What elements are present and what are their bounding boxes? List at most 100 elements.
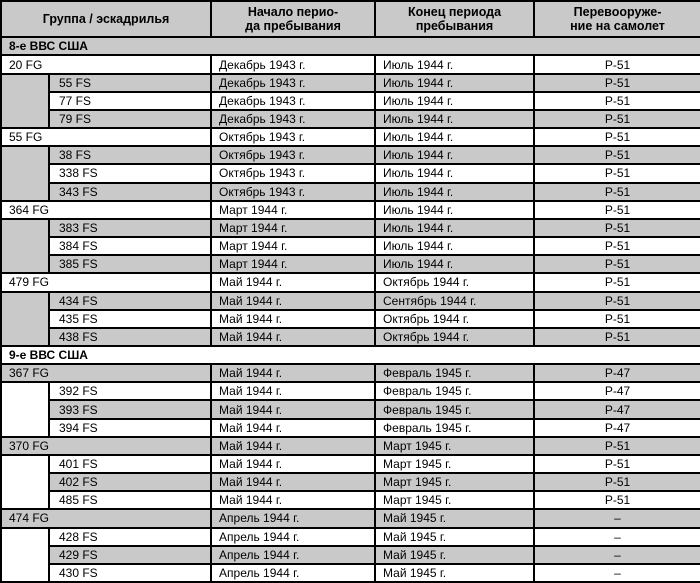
group-row: 367 FG Май 1944 г. Февраль 1945 г. P-47 bbox=[0, 363, 700, 384]
squadron-name-cell: 428 FS bbox=[47, 526, 213, 547]
column-header-end: Конец периода пребывания bbox=[374, 0, 536, 39]
aircraft-cell: – bbox=[533, 562, 700, 583]
indent-cell bbox=[0, 453, 50, 511]
aircraft-cell: P-51 bbox=[533, 163, 700, 184]
end-date-cell: Июль 1944 г. bbox=[374, 108, 536, 130]
start-date-cell: Апрель 1944 г. bbox=[210, 526, 377, 547]
squadron-row: 402 FS Май 1944 г. Март 1945 г. P-51 bbox=[1, 472, 700, 493]
column-header-group-label: Группа / эскадрилья bbox=[42, 12, 170, 27]
squadron-row: 385 FS Март 1944 г. Июль 1944 г. P-51 bbox=[1, 254, 700, 275]
aircraft-cell: P-51 bbox=[533, 199, 700, 220]
aircraft-cell: P-51 bbox=[533, 217, 700, 239]
squadron-row: 435 FS Май 1944 г. Октябрь 1944 г. P-51 bbox=[1, 308, 700, 329]
squadron-name-cell: 430 FS bbox=[47, 562, 213, 583]
squadron-row: 383 FS Март 1944 г. Июль 1944 г. P-51 bbox=[0, 217, 700, 275]
squadron-name-cell: 38 FS bbox=[47, 145, 213, 166]
aircraft-cell: P-51 bbox=[533, 108, 700, 130]
group-row: 370 FG Май 1944 г. Март 1945 г. P-51 bbox=[0, 435, 700, 456]
squadron-row: 55 FS Декабрь 1943 г. Июль 1944 г. P-51 bbox=[0, 72, 700, 130]
indent-cell bbox=[0, 381, 50, 438]
start-date-cell: Май 1944 г. bbox=[210, 453, 377, 475]
end-date-cell: Июль 1944 г. bbox=[374, 145, 536, 166]
start-date-cell: Март 1944 г. bbox=[210, 236, 377, 257]
squadron-name-cell: 401 FS bbox=[47, 453, 213, 475]
start-date-cell: Декабрь 1943 г. bbox=[210, 90, 377, 111]
aircraft-cell: P-51 bbox=[533, 54, 700, 75]
start-date-cell: Май 1944 г. bbox=[210, 399, 377, 420]
squadron-name-cell: 429 FS bbox=[47, 544, 213, 565]
aircraft-cell: – bbox=[533, 508, 700, 529]
end-date-cell: Март 1945 г. bbox=[374, 490, 536, 511]
squadron-row: 434 FS Май 1944 г. Сентябрь 1944 г. P-51 bbox=[0, 290, 700, 347]
end-date-cell: Июль 1944 г. bbox=[374, 181, 536, 202]
end-date-cell: Октябрь 1944 г. bbox=[374, 272, 536, 293]
end-date-cell: Март 1945 г. bbox=[374, 435, 536, 456]
aircraft-cell: P-51 bbox=[533, 254, 700, 275]
aircraft-cell: – bbox=[533, 526, 700, 547]
section-header-row: 8-е ВВС США bbox=[0, 36, 700, 57]
start-date-cell: Май 1944 г. bbox=[210, 490, 377, 511]
group-name-cell: 55 FG bbox=[0, 127, 213, 148]
squadron-row: 384 FS Март 1944 г. Июль 1944 г. P-51 bbox=[1, 236, 700, 257]
end-date-cell: Февраль 1945 г. bbox=[374, 399, 536, 420]
end-date-cell: Сентябрь 1944 г. bbox=[374, 290, 536, 311]
end-date-cell: Май 1945 г. bbox=[374, 544, 536, 565]
aircraft-cell: P-51 bbox=[533, 72, 700, 93]
aircraft-cell: P-51 bbox=[533, 326, 700, 347]
start-date-cell: Октябрь 1943 г. bbox=[210, 181, 377, 202]
squadron-row: 485 FS Май 1944 г. Март 1945 г. P-51 bbox=[1, 490, 700, 511]
squadron-row: 438 FS Май 1944 г. Октябрь 1944 г. P-51 bbox=[1, 326, 700, 347]
end-date-cell: Март 1945 г. bbox=[374, 453, 536, 475]
indent-cell bbox=[0, 290, 50, 347]
indent-cell bbox=[0, 145, 50, 202]
section-header-row: 9-е ВВС США bbox=[0, 344, 700, 366]
squadron-row: 393 FS Май 1944 г. Февраль 1945 г. P-47 bbox=[1, 399, 700, 420]
end-date-cell: Июль 1944 г. bbox=[374, 254, 536, 275]
squadron-name-cell: 434 FS bbox=[47, 290, 213, 311]
squadron-name-cell: 392 FS bbox=[47, 381, 213, 402]
column-header-start: Начало перио-да пребывания bbox=[210, 0, 377, 39]
squadron-row: 429 FS Апрель 1944 г. Май 1945 г. – bbox=[1, 544, 700, 565]
aircraft-cell: P-51 bbox=[533, 290, 700, 311]
start-date-cell: Май 1944 г. bbox=[210, 290, 377, 311]
group-name-cell: 20 FG bbox=[0, 54, 213, 75]
squadron-name-cell: 55 FS bbox=[47, 72, 213, 93]
end-date-cell: Июль 1944 г. bbox=[374, 236, 536, 257]
start-date-cell: Октябрь 1943 г. bbox=[210, 145, 377, 166]
end-date-cell: Май 1945 г. bbox=[374, 508, 536, 529]
squadron-name-cell: 338 FS bbox=[47, 163, 213, 184]
section-title-cell: 8-е ВВС США bbox=[0, 36, 700, 57]
start-date-cell: Октябрь 1943 г. bbox=[210, 127, 377, 148]
aircraft-cell: P-51 bbox=[533, 145, 700, 166]
start-date-cell: Май 1944 г. bbox=[210, 381, 377, 402]
group-row: 479 FG Май 1944 г. Октябрь 1944 г. P-51 bbox=[0, 272, 700, 293]
start-date-cell: Декабрь 1943 г. bbox=[210, 108, 377, 130]
group-name-cell: 367 FG bbox=[0, 363, 213, 384]
end-date-cell: Июль 1944 г. bbox=[374, 54, 536, 75]
start-date-cell: Декабрь 1943 г. bbox=[210, 72, 377, 93]
group-row: 474 FG Апрель 1944 г. Май 1945 г. – bbox=[0, 508, 700, 529]
group-row: 364 FG Март 1944 г. Июль 1944 г. P-51 bbox=[0, 199, 700, 220]
aircraft-cell: – bbox=[533, 544, 700, 565]
aircraft-cell: P-51 bbox=[533, 127, 700, 148]
squadron-row: 394 FS Май 1944 г. Февраль 1945 г. P-47 bbox=[1, 417, 700, 438]
end-date-cell: Июль 1944 г. bbox=[374, 72, 536, 93]
aircraft-cell: P-51 bbox=[533, 90, 700, 111]
squadron-row: 338 FS Октябрь 1943 г. Июль 1944 г. P-51 bbox=[1, 163, 700, 184]
squadron-row: 401 FS Май 1944 г. Март 1945 г. P-51 bbox=[0, 453, 700, 511]
start-date-cell: Апрель 1944 г. bbox=[210, 544, 377, 565]
start-date-cell: Май 1944 г. bbox=[210, 308, 377, 329]
table-header-row: Группа / эскадрилья Начало перио-да преб… bbox=[0, 0, 700, 39]
group-name-cell: 474 FG bbox=[0, 508, 213, 529]
squadron-name-cell: 402 FS bbox=[47, 472, 213, 493]
start-date-cell: Октябрь 1943 г. bbox=[210, 163, 377, 184]
end-date-cell: Февраль 1945 г. bbox=[374, 417, 536, 438]
end-date-cell: Октябрь 1944 г. bbox=[374, 326, 536, 347]
end-date-cell: Май 1945 г. bbox=[374, 562, 536, 583]
start-date-cell: Март 1944 г. bbox=[210, 254, 377, 275]
start-date-cell: Март 1944 г. bbox=[210, 217, 377, 239]
start-date-cell: Март 1944 г. bbox=[210, 199, 377, 220]
squadron-name-cell: 383 FS bbox=[47, 217, 213, 239]
column-header-group: Группа / эскадрилья bbox=[0, 0, 213, 39]
aircraft-cell: P-47 bbox=[533, 399, 700, 420]
